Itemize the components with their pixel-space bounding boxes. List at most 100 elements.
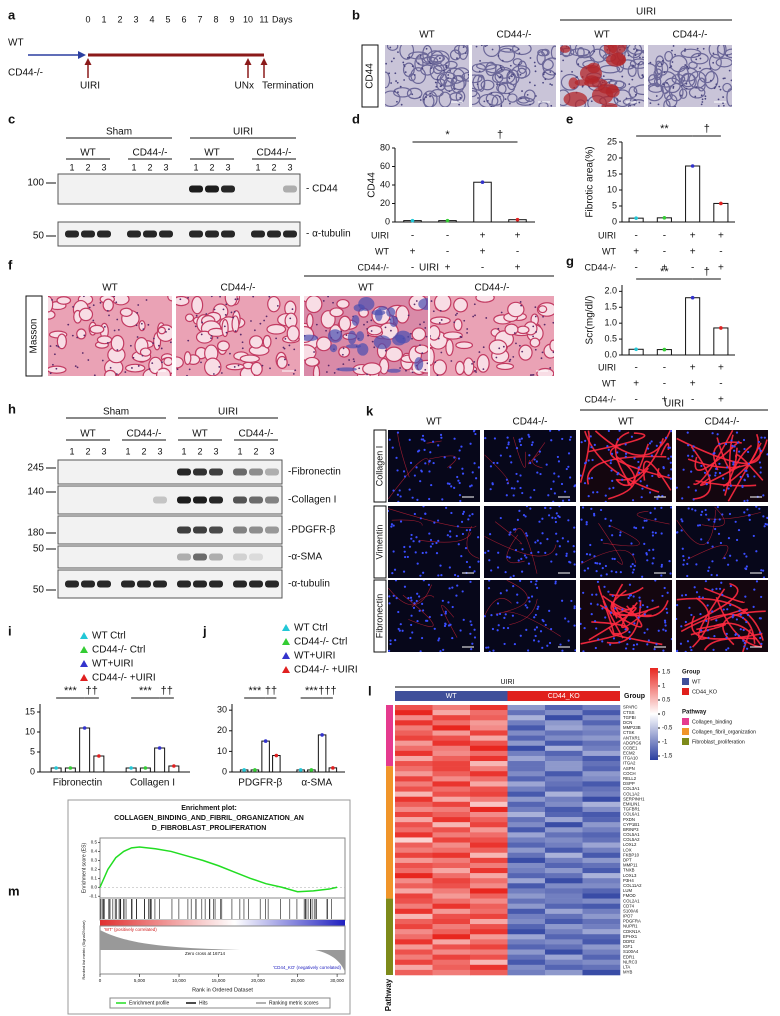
nucleus [470,623,473,626]
gene-label: LOXL2 [623,842,637,847]
legend-label: CD44-/- +UIRI [294,665,358,676]
heatmap-cell [395,750,433,757]
annotation: 'WT' (positively correlated) [104,927,157,932]
nucleus [760,642,763,645]
tubule [386,45,399,51]
bar-point [129,766,133,770]
nucleus [113,329,116,332]
tubule [267,296,281,313]
nucleus [419,650,422,652]
group-bar [507,691,620,701]
nucleus [633,48,635,51]
nucleus [428,470,431,473]
nucleus [590,100,593,103]
nucleus [588,51,590,53]
nucleus [651,534,655,537]
band [81,580,95,588]
nucleus [109,366,112,369]
nucleus [608,487,611,490]
gene-label: EPHX1 [623,934,638,939]
nucleus [403,545,406,549]
nucleus [515,472,518,476]
nucleus [601,567,604,570]
nucleus [408,438,411,441]
heatmap-cell [545,878,583,884]
heatmap-cell [507,740,546,747]
nucleus [509,576,512,578]
nucleus [700,538,703,541]
marker-label: 50 [33,585,45,596]
nucleus [527,433,530,436]
nucleus [715,83,718,86]
nucleus [704,508,707,512]
heatmap-cell [395,781,433,787]
tubule [231,315,240,333]
nucleus [468,514,471,517]
nucleus [555,553,558,556]
panel-letter: g [566,253,574,268]
nucleus [674,105,677,107]
heatmap-cell [545,745,583,752]
nucleus [536,539,539,542]
heatmap-cell [432,801,471,808]
nucleus [666,591,669,594]
nucleus [416,498,419,501]
fiber [704,587,745,604]
nucleus [495,356,498,359]
nucleus [136,336,139,338]
row-label: CD44 [365,63,376,89]
legend-swatch [682,688,689,695]
legend-swatch [682,718,689,725]
fiber [691,615,763,640]
nucleus [692,445,695,448]
fiber [735,453,764,481]
nucleus [502,626,505,630]
band [249,553,263,561]
tubule [637,60,644,80]
nucleus [608,524,611,528]
y-tick-label: 0.2 [91,867,98,872]
nucleus [763,525,766,528]
legend-marker [282,624,290,631]
nucleus [332,301,334,304]
nucleus [670,65,673,68]
nucleus [574,649,576,652]
lane-label: 2 [271,162,276,172]
tubule [454,360,465,376]
nucleus [664,629,667,632]
nucleus [439,564,442,567]
nucleus [657,629,660,632]
x-tick-label: PDGFR-β [238,778,282,789]
heatmap-cell [545,924,583,930]
nucleus [224,313,227,316]
heatmap-cell [582,949,621,955]
band-label: -Fibronectin [288,467,341,478]
nucleus [635,643,639,646]
fiber [690,445,712,500]
nucleus [268,296,271,298]
pathway-bar [386,766,393,899]
legend-marker [80,646,88,653]
gene-label: TNXB [623,868,635,873]
heatmap-cell [470,852,508,859]
band [283,230,297,238]
bar [261,740,270,773]
stain [563,91,588,107]
heatmap-cell [470,893,508,899]
nucleus [625,97,628,100]
nucleus [669,572,672,575]
nucleus [590,613,593,616]
nucleus [101,359,104,362]
heatmap-cell [470,827,508,833]
nucleus [440,351,443,354]
nucleus [428,615,431,619]
nucleus [743,641,746,645]
micrograph [580,430,672,502]
nucleus [489,488,492,491]
legend-box [109,997,331,1009]
nucleus [685,87,688,90]
nucleus [76,336,79,339]
nucleus [457,457,461,460]
nucleus [523,554,527,557]
heatmap-cell [432,959,471,966]
